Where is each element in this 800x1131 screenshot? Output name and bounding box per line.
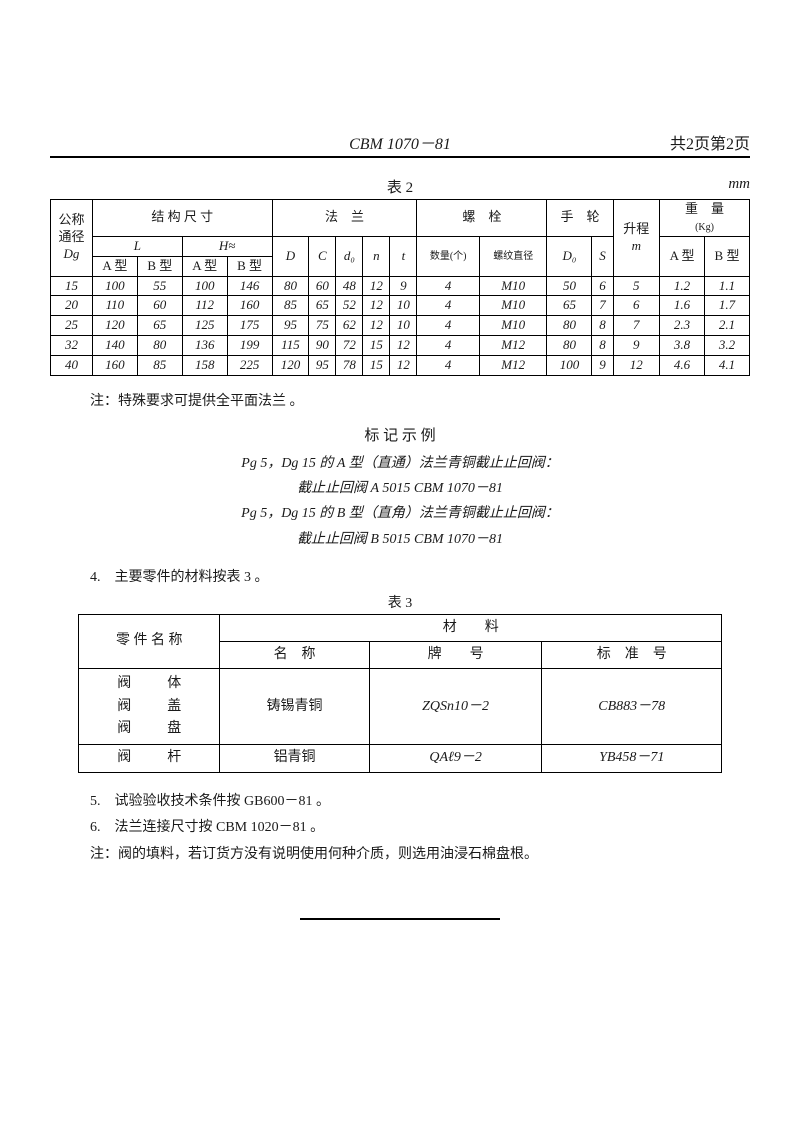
page-info: 共2页第2页 xyxy=(517,130,750,154)
note-after-table2: 注：特殊要求可提供全平面法兰 。 xyxy=(90,390,750,410)
table-2: 公称通径Dg结 构 尺 寸法 兰螺 栓手 轮升程m重 量(Kg)LH≈DCd₀n… xyxy=(50,199,750,376)
note-6: 6. 法兰连接尺寸按 CBM 1020－81 。 xyxy=(90,815,750,842)
t3-h-std: 标 准 号 xyxy=(542,641,722,668)
marking-title: 标 记 示 例 xyxy=(50,424,750,445)
note-5: 5. 试验验收技术条件按 GB600－81 。 xyxy=(90,789,750,816)
marking-line-1: Pg 5，Dg 15 的 A 型（直通）法兰青铜截止止回阀： xyxy=(50,451,750,476)
table-row: 251206512517595756212104M1080872.32.1 xyxy=(51,316,750,336)
marking-line-3: Pg 5，Dg 15 的 B 型（直角）法兰青铜截止止回阀： xyxy=(50,501,750,526)
t3-h-matname: 名 称 xyxy=(220,641,369,668)
table-row: 201106011216085655212104M1065761.61.7 xyxy=(51,296,750,316)
t3-r2-grade: QAℓ9－2 xyxy=(369,745,542,772)
section-4-heading: 4. 主要零件的材料按表 3 。 xyxy=(90,566,750,586)
part-row: 阀体 xyxy=(85,673,213,695)
t3-r2-mat: 铝青铜 xyxy=(220,745,369,772)
final-notes: 5. 试验验收技术条件按 GB600－81 。 6. 法兰连接尺寸按 CBM 1… xyxy=(90,789,750,869)
header-spacer xyxy=(50,130,283,154)
t3-h-grade: 牌 号 xyxy=(369,641,542,668)
doc-number: CBM 1070－81 xyxy=(283,130,516,154)
t3-r1-grade: ZQSn10－2 xyxy=(369,669,542,745)
table2-title: 表 2 xyxy=(283,176,516,197)
end-rule xyxy=(300,918,500,920)
t3-h-part: 零 件 名 称 xyxy=(79,614,220,668)
part-row: 阀盖 xyxy=(85,696,213,718)
t3-r2-part: 阀 杆 xyxy=(79,745,220,772)
part-row: 阀盘 xyxy=(85,718,213,740)
table-row: 15100551001468060481294M1050651.21.1 xyxy=(51,276,750,296)
marking-line-2: 截止止回阀 A 5015 CBM 1070－81 xyxy=(50,476,750,501)
table-3: 零 件 名 称 材 料 名 称 牌 号 标 准 号 阀体阀盖阀盘 铸锡青铜 ZQ… xyxy=(78,614,722,773)
t3-parts-block: 阀体阀盖阀盘 xyxy=(79,669,220,745)
marking-line-4: 截止止回阀 B 5015 CBM 1070－81 xyxy=(50,527,750,552)
marking-example: Pg 5，Dg 15 的 A 型（直通）法兰青铜截止止回阀： 截止止回阀 A 5… xyxy=(50,451,750,552)
page-header: CBM 1070－81 共2页第2页 xyxy=(50,130,750,158)
t3-r1-mat: 铸锡青铜 xyxy=(220,669,369,745)
table-row: 3214080136199115907215124M1280893.83.2 xyxy=(51,336,750,356)
t3-r2-std: YB458－71 xyxy=(542,745,722,772)
table2-caption: 表 2 mm xyxy=(50,176,750,197)
table2-unit: mm xyxy=(517,176,750,197)
note-fill: 注：阀的填料，若订货方没有说明使用何种介质，则选用油浸石棉盘根。 xyxy=(90,842,750,869)
table3-caption: 表 3 xyxy=(50,592,750,612)
t3-r1-std: CB883－78 xyxy=(542,669,722,745)
t3-h-material: 材 料 xyxy=(220,614,722,641)
table-row: 4016085158225120957815124M121009124.64.1 xyxy=(51,356,750,376)
